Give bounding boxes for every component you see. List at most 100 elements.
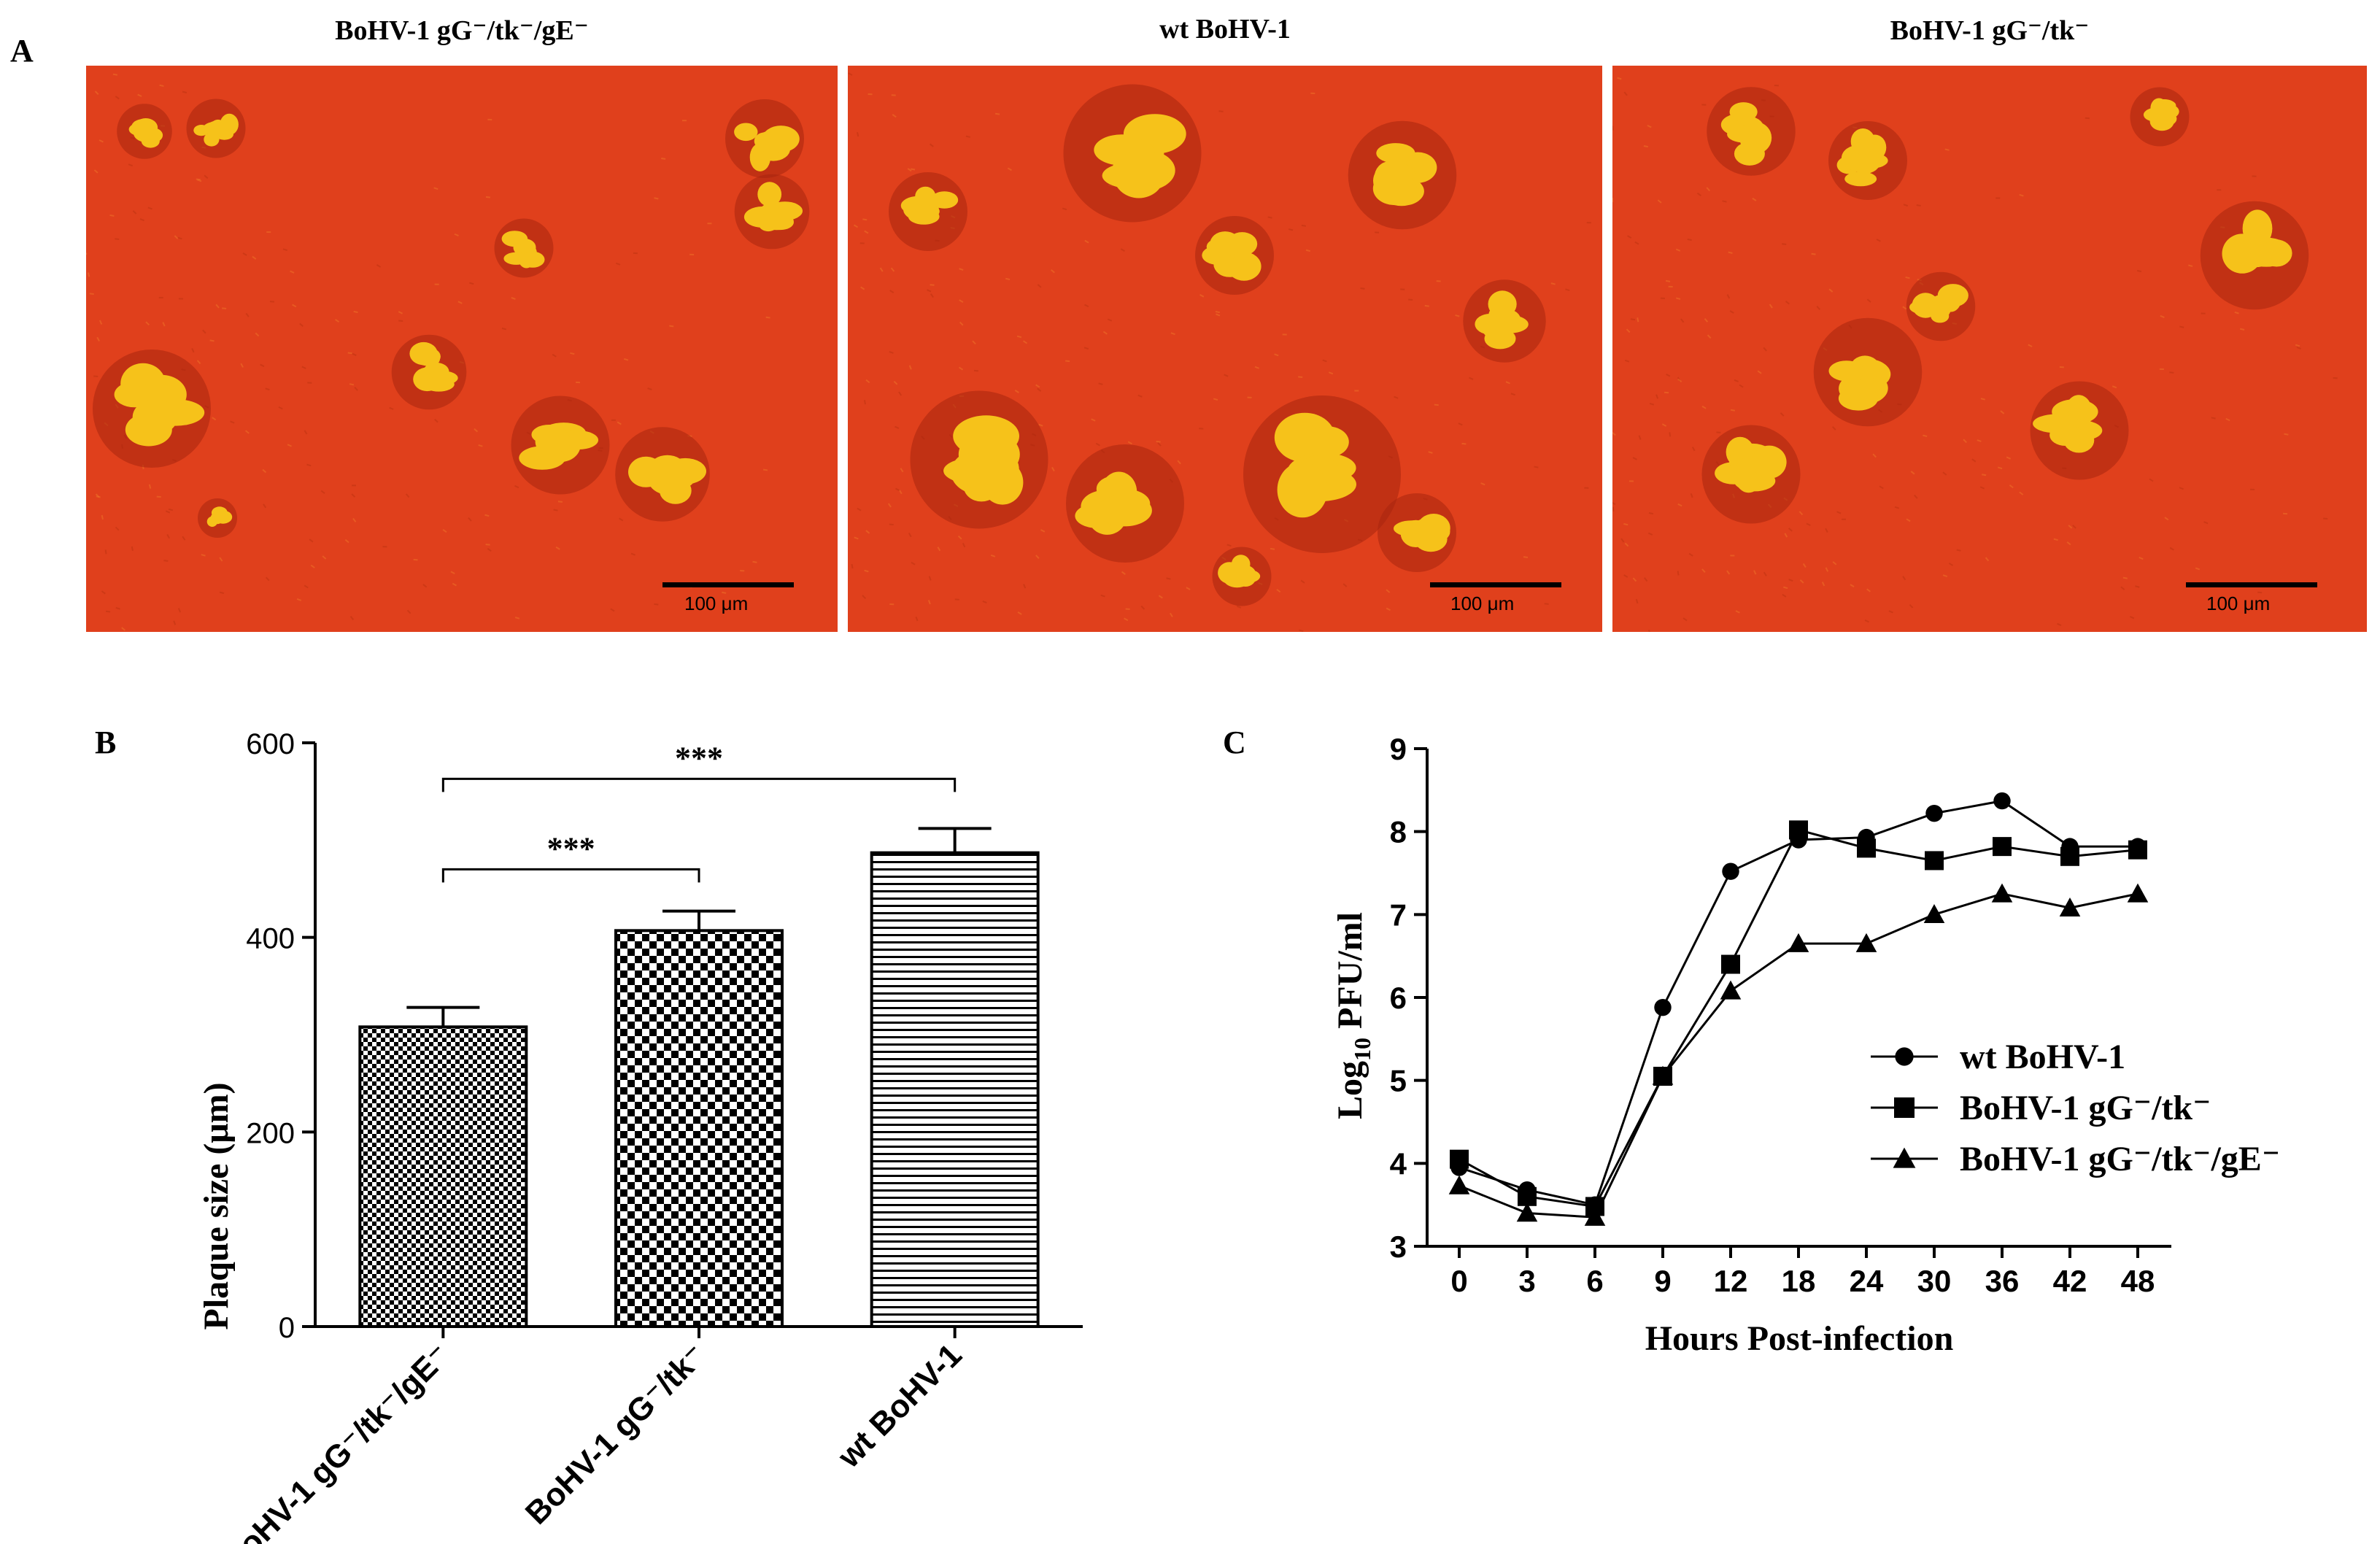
plaque xyxy=(1195,216,1274,295)
plaque xyxy=(2030,381,2129,480)
significance-label: *** xyxy=(675,740,723,776)
x-tick-label: 3 xyxy=(1518,1264,1535,1298)
bar xyxy=(358,1025,528,1328)
scale-bar xyxy=(1430,582,1561,587)
data-point xyxy=(1654,998,1672,1016)
legend-marker xyxy=(1895,1047,1914,1066)
data-point xyxy=(1721,954,1740,974)
plaque xyxy=(889,172,967,251)
panel-c-letter: C xyxy=(1223,725,1246,760)
cell-texture xyxy=(1612,77,2338,632)
y-tick-label: 600 xyxy=(246,728,295,760)
significance-label: *** xyxy=(547,830,595,866)
micrograph-2: 100 μm xyxy=(848,66,1602,632)
y-tick-label: 3 xyxy=(1390,1230,1407,1264)
bar xyxy=(870,851,1040,1328)
significance-bracket xyxy=(441,777,957,792)
plaque xyxy=(511,395,610,495)
legend-marker xyxy=(1893,1147,1916,1168)
scale-bar xyxy=(2186,582,2317,587)
y-axis-label: Plaque size (μm) xyxy=(197,1082,236,1329)
plaque xyxy=(2200,201,2309,310)
plaque xyxy=(734,174,810,250)
series-square xyxy=(1450,820,2147,1216)
plaque xyxy=(1066,444,1184,563)
legend-label: wt BoHV-1 xyxy=(1960,1038,2125,1076)
plaque xyxy=(1378,493,1456,572)
y-tick-label: 8 xyxy=(1390,815,1407,849)
data-point xyxy=(1720,980,1742,1000)
data-point xyxy=(1993,792,2011,810)
data-point xyxy=(1855,933,1877,952)
data-point xyxy=(1584,1206,1606,1226)
significance-bracket xyxy=(441,868,700,883)
scale-bar-label: 100 μm xyxy=(684,592,749,614)
x-axis-label: Hours Post-infection xyxy=(1645,1319,1954,1358)
x-tick-label: BoHV-1 gG⁻/tk⁻/gE⁻ xyxy=(215,1337,457,1544)
plaque xyxy=(1348,120,1457,230)
data-point xyxy=(1993,837,2012,857)
legend-item: wt BoHV-1 xyxy=(1871,1038,2125,1076)
bar xyxy=(614,929,784,1329)
cell-texture xyxy=(86,73,770,631)
data-point xyxy=(2059,897,2081,916)
x-tick-label: 9 xyxy=(1654,1264,1671,1298)
plaque xyxy=(725,99,804,178)
data-point xyxy=(2128,840,2147,860)
scale-bar-label: 100 μm xyxy=(1450,592,1515,614)
plaque xyxy=(1813,317,1923,427)
panel-b-letter: B xyxy=(95,725,116,760)
data-point xyxy=(2060,846,2079,866)
scale-bar-label: 100 μm xyxy=(2206,592,2271,614)
cell-monolayer xyxy=(86,66,838,632)
series-triangle xyxy=(1448,883,2149,1226)
y-tick-label: 7 xyxy=(1390,898,1407,932)
y-tick-label: 400 xyxy=(246,923,295,955)
x-tick-label: 30 xyxy=(1917,1264,1952,1298)
scale-bar xyxy=(662,582,794,587)
y-tick-label: 5 xyxy=(1390,1064,1407,1098)
x-tick-label: 42 xyxy=(2053,1264,2087,1298)
data-point xyxy=(1448,1175,1470,1194)
data-point xyxy=(1516,1203,1538,1222)
legend-item: BoHV-1 gG⁻/tk⁻ xyxy=(1871,1089,2211,1127)
data-point xyxy=(2127,883,2149,903)
micrograph-1: 100 μm xyxy=(86,66,838,632)
legend-item: BoHV-1 gG⁻/tk⁻/gE⁻ xyxy=(1871,1140,2280,1178)
data-point xyxy=(1722,862,1739,880)
y-tick-label: 4 xyxy=(1390,1146,1407,1181)
x-tick-label: 12 xyxy=(1714,1264,1748,1298)
y-tick-label: 9 xyxy=(1390,732,1407,766)
plaque xyxy=(198,498,237,538)
data-point xyxy=(1788,933,1809,952)
x-tick-label: BoHV-1 gG⁻/tk⁻ xyxy=(519,1337,713,1531)
y-tick-label: 0 xyxy=(279,1312,295,1344)
x-tick-label: 0 xyxy=(1450,1264,1467,1298)
plaque xyxy=(1701,425,1801,524)
x-tick-label: 6 xyxy=(1586,1264,1603,1298)
legend-label: BoHV-1 gG⁻/tk⁻/gE⁻ xyxy=(1960,1140,2280,1178)
plaque xyxy=(391,334,467,410)
x-tick-label: wt BoHV-1 xyxy=(831,1337,969,1475)
x-tick-label: 24 xyxy=(1850,1264,1884,1298)
x-tick-label: 18 xyxy=(1782,1264,1816,1298)
line-chart-growth-kinetics: C Log10 PFU/ml Hours Post-infection 3 4 5 6… xyxy=(1223,725,2280,1358)
data-point xyxy=(1857,838,1876,858)
plaque xyxy=(1828,121,1907,200)
plaque xyxy=(1212,547,1272,606)
plaque xyxy=(1063,84,1202,223)
plaque xyxy=(494,218,554,278)
plaque xyxy=(117,104,172,159)
x-tick-label: 48 xyxy=(2121,1264,2155,1298)
data-point xyxy=(1652,1065,1674,1085)
plaque xyxy=(1707,87,1796,176)
legend-label: BoHV-1 gG⁻/tk⁻ xyxy=(1960,1089,2211,1127)
plaque xyxy=(615,427,710,522)
micrograph-title-3: BoHV-1 gG⁻/tk⁻ xyxy=(1890,15,2090,46)
plaque xyxy=(186,99,246,158)
x-tick-label: 36 xyxy=(1985,1264,2020,1298)
data-point xyxy=(1991,883,2013,903)
micrograph-3: 100 μm xyxy=(1612,66,2367,632)
bar-chart-plaque-size: B Plaque size (μm) *** *** 0 200 400 600 BoH… xyxy=(95,725,1083,1544)
panel-a-letter: A xyxy=(10,33,34,69)
